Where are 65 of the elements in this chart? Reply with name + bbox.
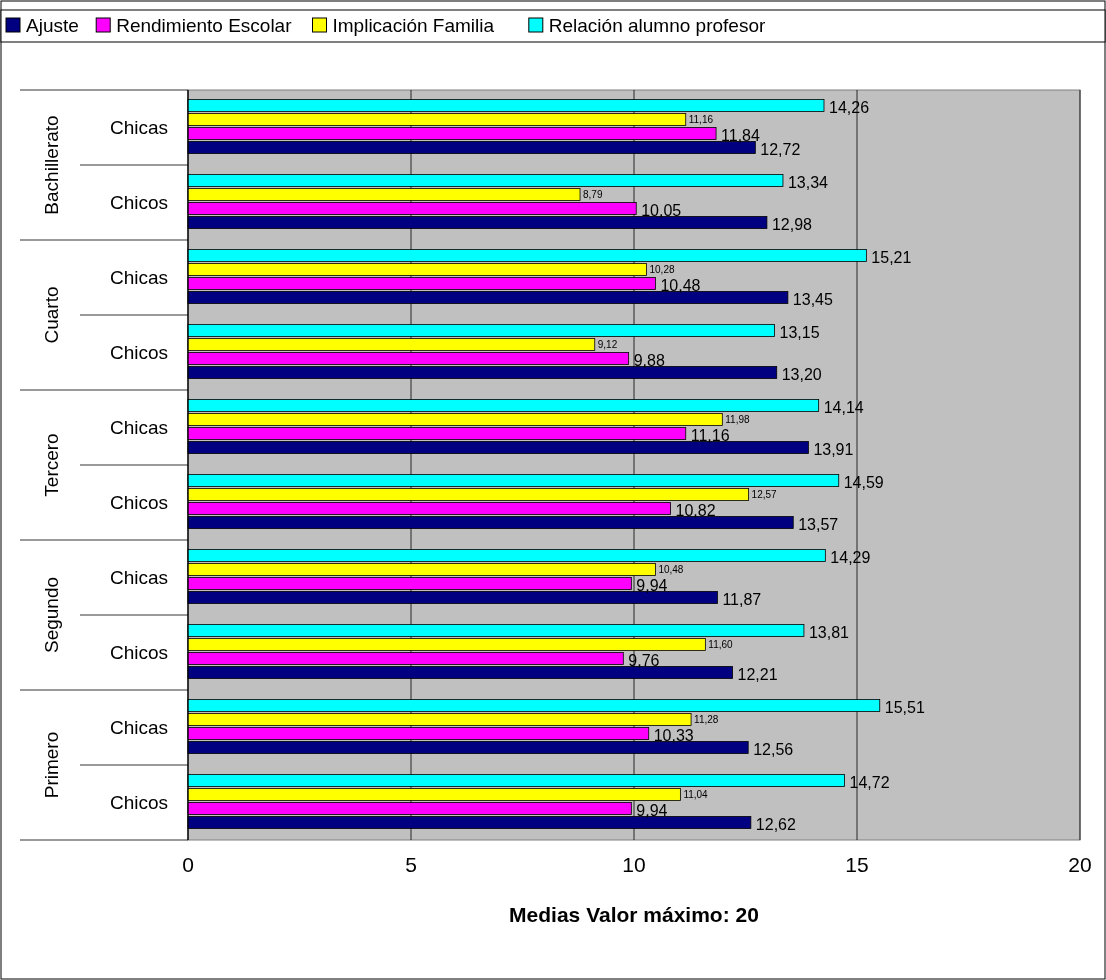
y-tick-label: Chicos [109,341,168,363]
data-label: 10,48 [658,563,684,575]
y-tick-label: Chicos [109,191,168,213]
data-label: 11,04 [683,788,709,800]
data-label: 10,33 [653,726,694,744]
data-label: 13,34 [787,173,829,191]
data-label: 12,21 [737,665,778,683]
y-tick-label: Chicas [109,716,168,738]
data-label: 10,05 [641,201,682,219]
x-tick-label: 5 [405,853,417,876]
data-label: 11,16 [688,113,714,125]
data-label: 13,15 [779,323,820,341]
data-label: 11,84 [721,126,761,144]
data-label: 9,88 [633,351,665,369]
x-tick-label: 15 [845,853,869,876]
y-tick-label: Chicos [109,491,168,513]
text: Segundo [41,576,62,654]
data-label: 12,98 [771,215,813,233]
data-label: 9,94 [636,576,668,594]
text: Bachillerato [41,115,62,215]
data-label: 13,91 [813,440,854,458]
data-label: 14,72 [849,773,890,791]
data-label: 9,12 [597,338,618,350]
data-label: 14,14 [823,398,864,416]
data-label: 15,51 [884,698,925,716]
data-label: 10,82 [675,501,716,519]
data-label: 11,87 [722,590,762,608]
data-label: 13,81 [808,623,850,641]
data-label: 11,28 [694,713,719,725]
data-label: 11,98 [725,413,751,425]
data-label: 13,45 [792,290,834,308]
x-tick-label: 20 [1068,853,1092,876]
legend-label: Implicación Familia [332,15,495,36]
y-tick-label: Chicos [109,791,168,813]
x-tick-label: 10 [622,853,646,876]
legend-label: Relación alumno profesor [548,15,766,36]
legend-label: Rendimiento Escolar [116,15,293,36]
data-label: 12,72 [760,140,801,158]
legend-label: Ajuste [26,15,79,36]
data-label: 14,26 [829,98,870,116]
data-label: 14,59 [843,473,884,491]
text: Tercero [41,433,62,497]
y-tick-label: Chicas [109,266,168,288]
data-label: 10,48 [660,276,701,294]
text: Cuarto [41,286,62,344]
data-label: 10,28 [649,263,675,275]
data-label: 13,20 [781,365,822,383]
data-label: 14,29 [830,548,871,566]
y-tick-label: Chicas [109,566,168,588]
data-label: 11,60 [708,638,734,650]
y-tick-label: Chicas [109,416,168,438]
data-label: 12,56 [753,740,794,758]
data-label: 13,57 [798,515,839,533]
text: Primero [41,731,62,799]
y-tick-label: Chicas [109,116,168,138]
data-label: 15,21 [871,248,912,266]
data-label: 9,94 [636,801,668,819]
data-label: 12,62 [755,815,796,833]
y-tick-label: Chicos [109,641,168,663]
data-label: 11,16 [690,426,730,444]
data-label: 12,57 [751,488,778,500]
x-tick-label: 0 [182,853,194,876]
data-label: 9,76 [628,651,660,669]
x-axis-title: Medias Valor máximo: 20 [509,903,759,926]
data-label: 8,79 [583,188,603,200]
